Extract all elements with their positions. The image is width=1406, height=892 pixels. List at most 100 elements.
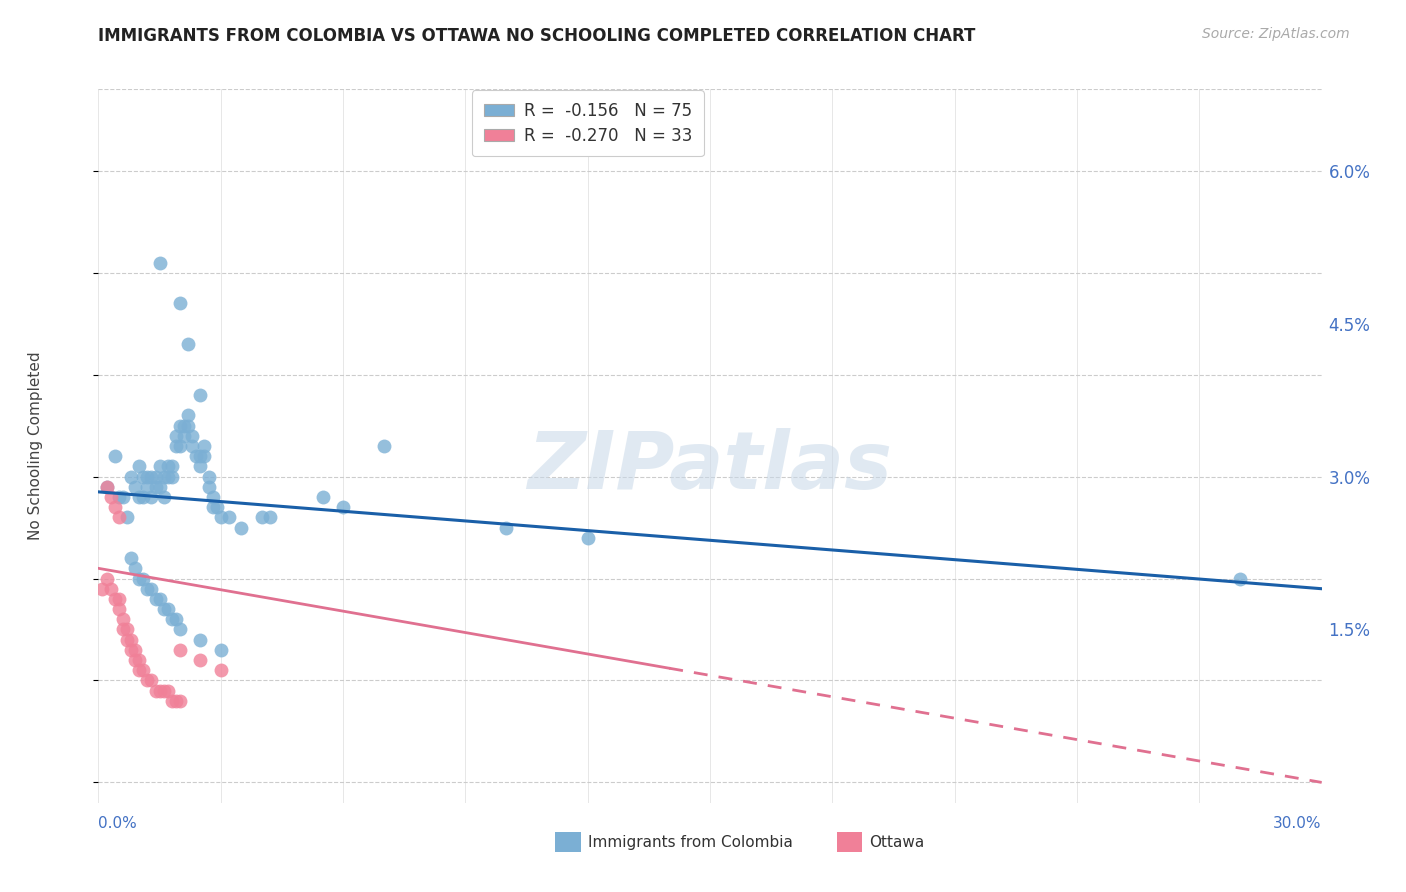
Point	[108, 602, 131, 616]
Point	[160, 694, 183, 708]
Point	[186, 449, 208, 463]
Point	[169, 418, 191, 433]
Point	[188, 388, 212, 402]
Point	[332, 500, 354, 515]
Point	[145, 469, 167, 483]
Point	[156, 469, 179, 483]
Point	[115, 510, 138, 524]
Text: 0.0%: 0.0%	[98, 816, 138, 831]
Point	[132, 663, 155, 677]
Point	[169, 694, 191, 708]
Point	[576, 531, 599, 545]
Point	[181, 429, 204, 443]
Point	[205, 500, 228, 515]
Text: 30.0%: 30.0%	[1274, 816, 1322, 831]
Point	[152, 683, 174, 698]
Point	[156, 602, 179, 616]
Point	[173, 429, 195, 443]
Point	[96, 572, 118, 586]
Point	[145, 480, 167, 494]
Point	[111, 490, 134, 504]
Point	[124, 561, 146, 575]
Point	[128, 490, 150, 504]
Point	[115, 632, 138, 647]
Point	[160, 469, 183, 483]
Point	[104, 449, 127, 463]
Point	[120, 643, 142, 657]
Point	[108, 591, 131, 606]
Text: Source: ZipAtlas.com: Source: ZipAtlas.com	[1202, 27, 1350, 41]
Point	[149, 683, 172, 698]
Point	[197, 469, 219, 483]
Point	[149, 255, 172, 269]
Point	[91, 582, 114, 596]
Point	[132, 490, 155, 504]
Point	[373, 439, 395, 453]
Point	[108, 510, 131, 524]
Point	[165, 612, 187, 626]
Point	[145, 683, 167, 698]
Point	[201, 490, 224, 504]
Point	[156, 459, 179, 474]
Point	[128, 572, 150, 586]
Point	[124, 480, 146, 494]
Point	[201, 500, 224, 515]
Point	[156, 683, 179, 698]
Point	[115, 623, 138, 637]
Point	[152, 490, 174, 504]
Point	[181, 439, 204, 453]
Point	[312, 490, 335, 504]
Point	[177, 337, 200, 351]
Text: ZIPatlas: ZIPatlas	[527, 428, 893, 507]
Point	[188, 632, 212, 647]
Text: Immigrants from Colombia: Immigrants from Colombia	[588, 835, 793, 849]
Point	[169, 623, 191, 637]
Text: No Schooling Completed: No Schooling Completed	[28, 351, 42, 541]
Point	[111, 623, 134, 637]
Point	[100, 490, 122, 504]
Point	[218, 510, 240, 524]
Point	[120, 632, 142, 647]
Point	[120, 551, 142, 566]
Point	[165, 429, 187, 443]
Point	[104, 500, 127, 515]
Point	[96, 480, 118, 494]
Point	[209, 510, 232, 524]
Point	[173, 418, 195, 433]
Point	[165, 439, 187, 453]
Point	[141, 582, 163, 596]
Point	[128, 459, 150, 474]
Point	[188, 459, 212, 474]
Point	[132, 469, 155, 483]
Point	[104, 591, 127, 606]
Point	[1229, 572, 1251, 586]
Point	[160, 459, 183, 474]
Point	[193, 449, 215, 463]
Point	[209, 643, 232, 657]
Point	[152, 602, 174, 616]
Point	[136, 582, 159, 596]
Point	[128, 663, 150, 677]
Point	[177, 418, 200, 433]
Point	[96, 480, 118, 494]
Text: Ottawa: Ottawa	[869, 835, 924, 849]
Point	[136, 469, 159, 483]
Point	[145, 591, 167, 606]
Point	[165, 694, 187, 708]
Point	[197, 480, 219, 494]
Point	[169, 296, 191, 310]
Point	[141, 469, 163, 483]
Point	[152, 469, 174, 483]
Point	[149, 591, 172, 606]
Point	[188, 653, 212, 667]
Point	[259, 510, 281, 524]
Point	[124, 653, 146, 667]
Point	[111, 612, 134, 626]
Point	[136, 673, 159, 688]
Point	[169, 643, 191, 657]
Point	[132, 572, 155, 586]
Point	[193, 439, 215, 453]
Point	[177, 409, 200, 423]
Point	[169, 439, 191, 453]
Legend: R =  -0.156   N = 75, R =  -0.270   N = 33: R = -0.156 N = 75, R = -0.270 N = 33	[472, 90, 703, 156]
